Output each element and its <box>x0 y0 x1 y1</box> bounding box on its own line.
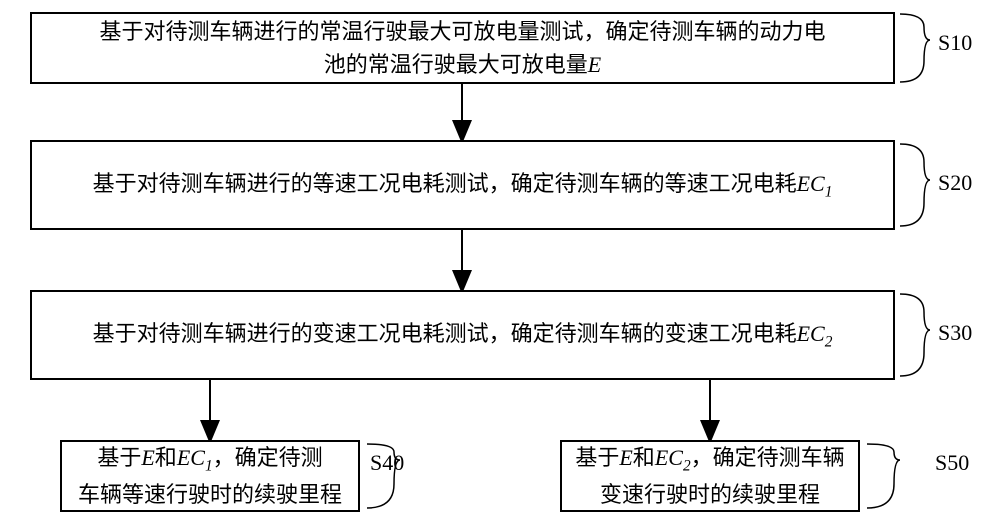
step-label-s50: S50 <box>935 450 969 476</box>
brace-s50 <box>867 444 900 508</box>
flowchart-canvas: 基于对待测车辆进行的常温行驶最大可放电量测试，确定待测车辆的动力电池的常温行驶最… <box>0 0 1000 530</box>
brace-s20 <box>900 144 930 226</box>
step-label-s20: S20 <box>938 170 972 196</box>
flow-node-s40: 基于E和EC1，确定待测车辆等速行驶时的续驶里程 <box>60 440 360 512</box>
flow-node-s10: 基于对待测车辆进行的常温行驶最大可放电量测试，确定待测车辆的动力电池的常温行驶最… <box>30 12 895 84</box>
flow-node-text-s30: 基于对待测车辆进行的变速工况电耗测试，确定待测车辆的变速工况电耗EC2 <box>93 317 833 354</box>
step-label-s30: S30 <box>938 320 972 346</box>
flow-node-s50: 基于E和EC2，确定待测车辆变速行驶时的续驶里程 <box>560 440 860 512</box>
flow-node-text-s40: 基于E和EC1，确定待测车辆等速行驶时的续驶里程 <box>78 441 342 511</box>
flow-node-s20: 基于对待测车辆进行的等速工况电耗测试，确定待测车辆的等速工况电耗EC1 <box>30 140 895 230</box>
flow-node-text-s50: 基于E和EC2，确定待测车辆变速行驶时的续驶里程 <box>575 441 844 511</box>
brace-s30 <box>900 294 930 376</box>
step-label-s40: S40 <box>370 450 404 476</box>
brace-s10 <box>900 14 930 82</box>
flow-node-s30: 基于对待测车辆进行的变速工况电耗测试，确定待测车辆的变速工况电耗EC2 <box>30 290 895 380</box>
step-label-s10: S10 <box>938 30 972 56</box>
flow-node-text-s20: 基于对待测车辆进行的等速工况电耗测试，确定待测车辆的等速工况电耗EC1 <box>93 167 833 204</box>
flow-node-text-s10: 基于对待测车辆进行的常温行驶最大可放电量测试，确定待测车辆的动力电池的常温行驶最… <box>99 15 825 81</box>
